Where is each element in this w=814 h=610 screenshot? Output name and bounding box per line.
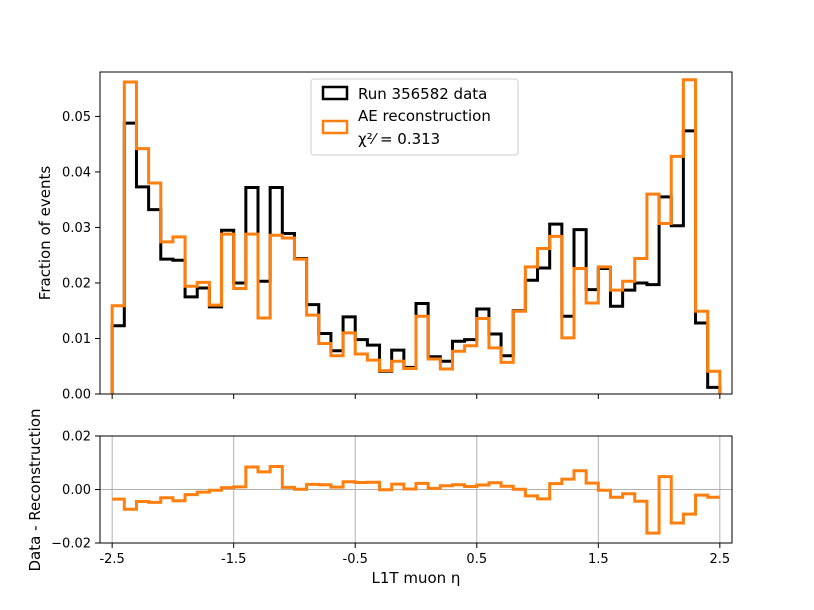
bottom-x-ticks: -2.5 -1.5 -0.5 0.5 1.5 2.5	[99, 543, 730, 567]
legend-label-data: Run 356582 data	[358, 85, 487, 103]
legend-box	[310, 78, 519, 156]
bottom-x-tick-label: -1.5	[221, 552, 246, 567]
legend-chi2: χ²⁄ = 0.313	[358, 130, 440, 148]
top-axes-frame	[99, 71, 733, 395]
bottom-x-tick-label: -2.5	[99, 552, 124, 567]
x-axis-label: L1T muon η	[372, 569, 461, 587]
legend-label-reconstruction: AE reconstruction	[358, 107, 491, 125]
bottom-x-tick-label: 2.5	[710, 552, 731, 567]
bottom-y-tick-label: 0.02	[62, 430, 91, 445]
top-y-tick-label: 0.01	[62, 332, 91, 347]
legend: Run 356582 data AE reconstruction χ²⁄ = …	[310, 78, 519, 156]
bottom-x-tick-label: 0.5	[466, 552, 487, 567]
bottom-x-tick-label: -0.5	[343, 552, 368, 567]
top-y-ticks: 0.00 0.01 0.02 0.03 0.04 0.05	[62, 110, 100, 403]
legend-swatch-data	[321, 85, 349, 101]
bottom-y-axis-label: Data - Reconstruction	[26, 408, 44, 571]
top-y-tick-label: 0.02	[62, 276, 91, 291]
bottom-y-tick-label: −0.02	[51, 537, 91, 552]
ae-reconstruction-histogram	[110, 78, 722, 394]
top-y-tick-label: 0.04	[62, 165, 91, 180]
bottom-y-ticks: −0.02 0.00 0.02	[51, 430, 100, 552]
top-y-tick-label: 0.03	[62, 221, 91, 236]
top-y-tick-label: 0.05	[62, 110, 91, 125]
legend-swatch-reconstruction	[321, 119, 349, 135]
top-x-ticks	[111, 394, 721, 399]
bottom-x-tick-label: 1.5	[588, 552, 609, 567]
difference-histogram	[112, 465, 720, 535]
bottom-y-tick-label: 0.00	[62, 483, 91, 498]
top-y-tick-label: 0.00	[62, 388, 91, 403]
top-y-axis-label: Fraction of events	[36, 166, 54, 301]
